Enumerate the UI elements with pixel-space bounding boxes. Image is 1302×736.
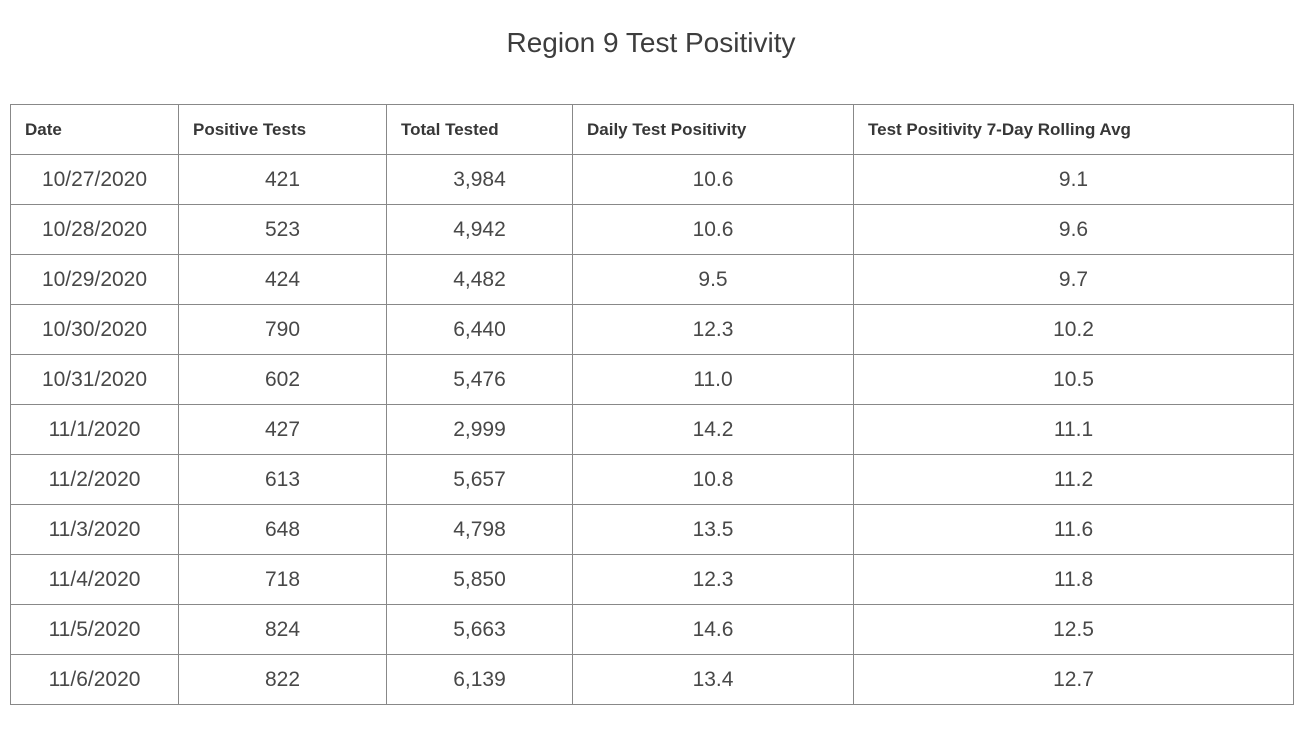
table-cell: 12.7 [853, 654, 1294, 705]
table-cell: 4,482 [386, 254, 573, 305]
table-cell: 824 [178, 604, 387, 655]
table-cell: 13.5 [572, 504, 854, 555]
table-cell: 822 [178, 654, 387, 705]
table-cell: 11/5/2020 [10, 604, 179, 655]
table-cell: 12.3 [572, 304, 854, 355]
table-cell: 10.5 [853, 354, 1294, 405]
table-cell: 5,657 [386, 454, 573, 505]
table-row: 10/28/2020 523 4,942 10.6 9.6 [10, 204, 1294, 255]
table-cell: 11/6/2020 [10, 654, 179, 705]
table-cell: 10.8 [572, 454, 854, 505]
table-cell: 3,984 [386, 154, 573, 205]
column-header: Test Positivity 7-Day Rolling Avg [853, 104, 1294, 155]
table-cell: 12.5 [853, 604, 1294, 655]
table-cell: 4,942 [386, 204, 573, 255]
table-cell: 11.8 [853, 554, 1294, 605]
table-cell: 9.1 [853, 154, 1294, 205]
table-cell: 6,139 [386, 654, 573, 705]
table-cell: 10/31/2020 [10, 354, 179, 405]
table-cell: 718 [178, 554, 387, 605]
table-cell: 424 [178, 254, 387, 305]
table-cell: 11.6 [853, 504, 1294, 555]
table-cell: 10.2 [853, 304, 1294, 355]
table-row: 11/5/2020 824 5,663 14.6 12.5 [10, 604, 1294, 655]
table-header-row: Date Positive Tests Total Tested Daily Test… [10, 104, 1294, 155]
table-cell: 12.3 [572, 554, 854, 605]
table-cell: 523 [178, 204, 387, 255]
table-cell: 10/30/2020 [10, 304, 179, 355]
table-cell: 9.6 [853, 204, 1294, 255]
table-cell: 10/29/2020 [10, 254, 179, 305]
page-title: Region 9 Test Positivity [506, 27, 796, 58]
table-cell: 11/3/2020 [10, 504, 179, 555]
table-cell: 10/27/2020 [10, 154, 179, 205]
table-cell: 14.6 [572, 604, 854, 655]
table-cell: 9.7 [853, 254, 1294, 305]
table-cell: 10.6 [572, 154, 854, 205]
column-header: Date [10, 104, 179, 155]
table-cell: 13.4 [572, 654, 854, 705]
table-cell: 4,798 [386, 504, 573, 555]
table-cell: 5,476 [386, 354, 573, 405]
table-cell: 11/1/2020 [10, 404, 179, 455]
column-header: Positive Tests [178, 104, 387, 155]
table-row: 10/29/2020 424 4,482 9.5 9.7 [10, 254, 1294, 305]
table-cell: 14.2 [572, 404, 854, 455]
table-row: 11/1/2020 427 2,999 14.2 11.1 [10, 404, 1294, 455]
table-row: 10/31/2020 602 5,476 11.0 10.5 [10, 354, 1294, 405]
table-cell: 613 [178, 454, 387, 505]
table-cell: 11/4/2020 [10, 554, 179, 605]
column-header: Daily Test Positivity [572, 104, 854, 155]
table-cell: 648 [178, 504, 387, 555]
table-cell: 11.0 [572, 354, 854, 405]
table-cell: 5,850 [386, 554, 573, 605]
table-cell: 11.1 [853, 404, 1294, 455]
table-body: 10/27/2020 421 3,984 10.6 9.1 10/28/2020 523 4,… [10, 154, 1294, 705]
table-cell: 5,663 [386, 604, 573, 655]
table-cell: 427 [178, 404, 387, 455]
table-cell: 11.2 [853, 454, 1294, 505]
table-cell: 10/28/2020 [10, 204, 179, 255]
table-row: 11/4/2020 718 5,850 12.3 11.8 [10, 554, 1294, 605]
table-cell: 2,999 [386, 404, 573, 455]
column-header: Total Tested [386, 104, 573, 155]
table-cell: 11/2/2020 [10, 454, 179, 505]
table-row: 10/30/2020 790 6,440 12.3 10.2 [10, 304, 1294, 355]
table-cell: 790 [178, 304, 387, 355]
table-cell: 10.6 [572, 204, 854, 255]
table-cell: 6,440 [386, 304, 573, 355]
table-cell: 421 [178, 154, 387, 205]
test-positivity-table: Date Positive Tests Total Tested Daily Test… [10, 104, 1294, 705]
table-row: 11/2/2020 613 5,657 10.8 11.2 [10, 454, 1294, 505]
table-cell: 602 [178, 354, 387, 405]
table-row: 11/3/2020 648 4,798 13.5 11.6 [10, 504, 1294, 555]
table-row: 11/6/2020 822 6,139 13.4 12.7 [10, 654, 1294, 705]
table-cell: 9.5 [572, 254, 854, 305]
table-row: 10/27/2020 421 3,984 10.6 9.1 [10, 154, 1294, 205]
